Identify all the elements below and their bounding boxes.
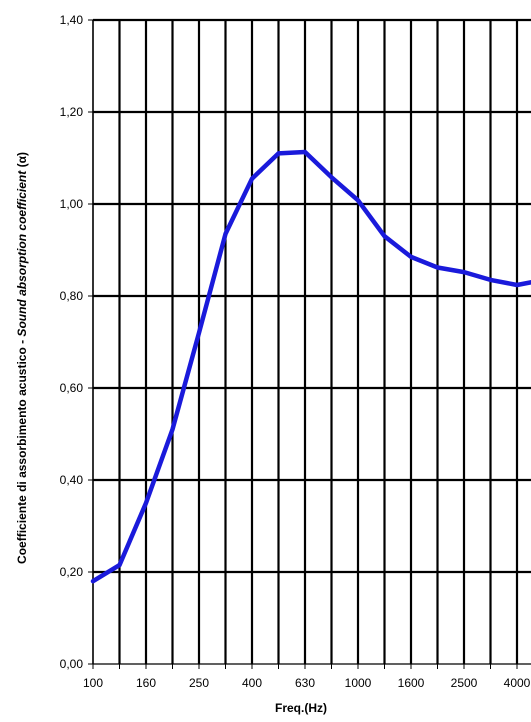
x-axis-title: Freq.(Hz) <box>275 701 327 715</box>
y-tick-label: 1,40 <box>60 13 84 27</box>
x-tick-label: 4000 <box>504 676 531 690</box>
y-axis-title-main: Coefficiente di assorbimento acustico - <box>15 337 29 564</box>
x-tick-label: 630 <box>295 676 315 690</box>
y-axis-title-suffix: (α) <box>15 152 29 171</box>
y-tick-label: 0,00 <box>60 657 84 671</box>
x-tick-label: 160 <box>136 676 156 690</box>
y-axis-title: Coefficiente di assorbimento acustico - … <box>15 152 29 564</box>
y-tick-label: 0,20 <box>60 565 84 579</box>
y-axis-ticks: 0,00 0,20 0,40 0,60 0,80 1,00 1,20 1,40 <box>60 13 84 671</box>
series-layer <box>90 149 531 584</box>
x-tick-label: 2500 <box>451 676 478 690</box>
y-tick-label: 1,20 <box>60 105 84 119</box>
x-tick-label: 1600 <box>398 676 425 690</box>
y-axis-title-italic: Sound absorption coefficient <box>15 170 29 337</box>
x-tick-label: 400 <box>242 676 262 690</box>
y-tick-label: 0,80 <box>60 289 84 303</box>
series-line <box>90 149 531 584</box>
y-tick-label: 0,40 <box>60 473 84 487</box>
x-tick-label: 250 <box>189 676 209 690</box>
grid <box>88 18 531 669</box>
x-axis-ticks: 100 160 250 400 630 1000 1600 2500 4000 <box>83 676 531 690</box>
y-tick-label: 1,00 <box>60 197 84 211</box>
x-tick-label: 1000 <box>345 676 372 690</box>
y-tick-label: 0,60 <box>60 381 84 395</box>
x-tick-label: 100 <box>83 676 103 690</box>
